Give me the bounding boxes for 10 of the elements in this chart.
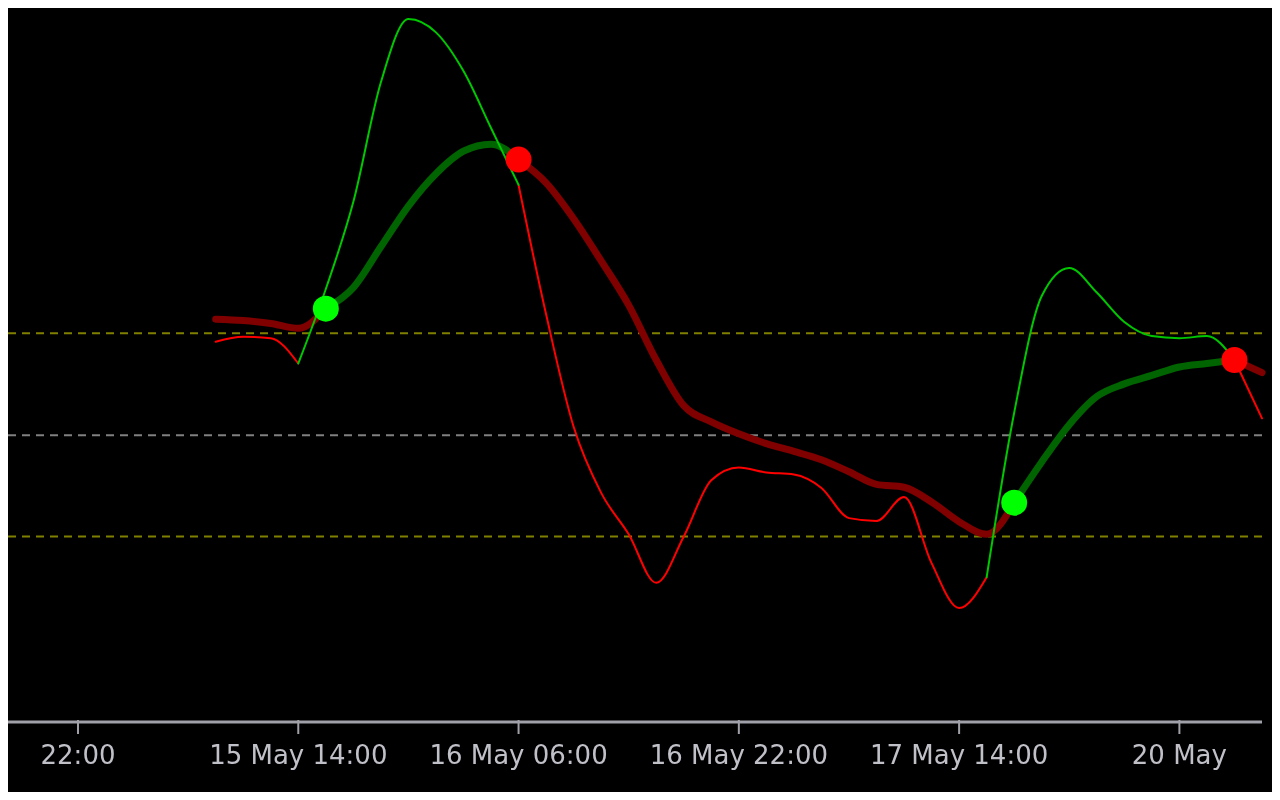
x-tick-label: 22:00 bbox=[40, 740, 116, 770]
point bbox=[505, 146, 532, 173]
point bbox=[1221, 346, 1248, 373]
x-tick-label: 20 May bbox=[1131, 740, 1227, 770]
x-tick-label: 16 May 22:00 bbox=[649, 740, 828, 770]
x-tick-label: 16 May 06:00 bbox=[429, 740, 608, 770]
point bbox=[312, 295, 339, 322]
x-tick-label: 17 May 14:00 bbox=[869, 740, 1049, 770]
point bbox=[1001, 489, 1028, 516]
x-tick-label: 15 May 14:00 bbox=[209, 740, 388, 770]
